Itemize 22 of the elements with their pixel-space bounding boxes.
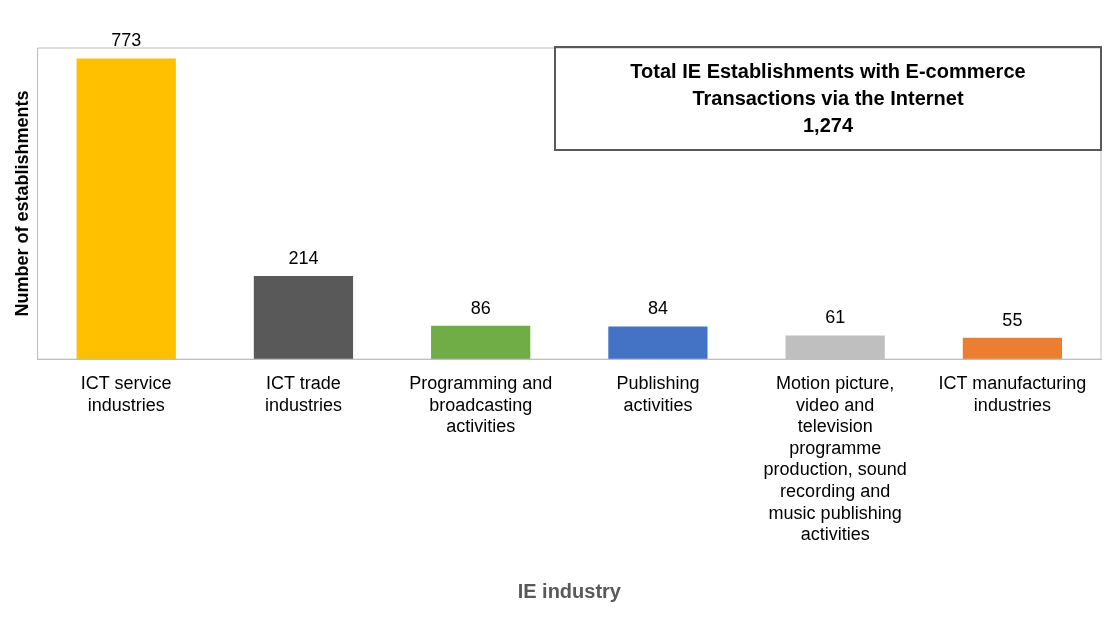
- data-label: 773: [111, 30, 142, 51]
- x-tick-label: Publishing activities: [616, 372, 700, 415]
- data-label: 86: [470, 297, 491, 318]
- x-tick-label: Programming and broadcasting activities: [409, 372, 553, 437]
- bar: [431, 325, 531, 360]
- data-label: 61: [825, 307, 846, 328]
- bar: [253, 275, 354, 360]
- annotation: 1,274: [801, 113, 855, 138]
- y-axis-title: Number of establishments: [11, 90, 32, 317]
- data-label: 84: [647, 298, 668, 319]
- x-tick-label: ICT service industries: [80, 372, 172, 415]
- x-axis-title: IE industry: [517, 579, 622, 602]
- annotation: Total IE Establishments with E-commerce Transactions via the Internet: [629, 59, 1027, 111]
- bar: [962, 337, 1063, 360]
- bar: [608, 326, 708, 360]
- x-tick-label: ICT trade industries: [264, 372, 342, 415]
- note-box: Total IE Establishments with E-commerce Transactions via the Internet 1,274: [554, 46, 1102, 151]
- x-tick-label: Motion picture, video and television programme production, sound recording and music publishing activities: [763, 372, 907, 545]
- bar: [76, 58, 176, 360]
- data-label: 55: [1002, 309, 1023, 330]
- x-tick-label: ICT manufacturing industries: [938, 372, 1087, 415]
- data-label: 214: [288, 247, 319, 268]
